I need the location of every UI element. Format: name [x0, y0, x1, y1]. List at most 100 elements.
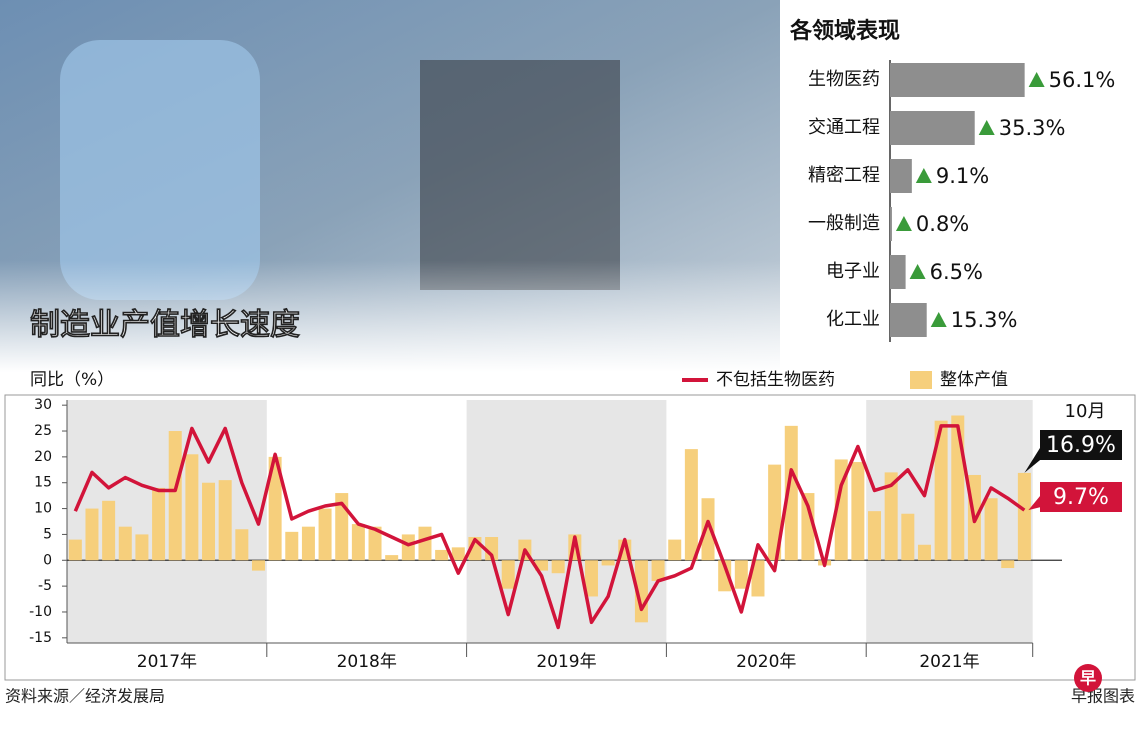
value-label: 35.3%: [999, 116, 1066, 140]
x-group-label: 2017年: [137, 652, 197, 672]
bar: [917, 544, 931, 561]
y-tick-label: 15: [34, 475, 52, 491]
y-tick-label: 5: [43, 526, 52, 542]
bar: [801, 493, 815, 561]
category-label: 电子业: [826, 261, 880, 282]
bar: [584, 560, 598, 597]
bar: [351, 524, 365, 561]
bar: [890, 159, 912, 193]
bar: [418, 526, 432, 561]
value-label: 15.3%: [951, 308, 1018, 332]
bar: [268, 456, 282, 561]
bar: [202, 482, 216, 561]
bar: [301, 526, 315, 561]
bar: [401, 534, 415, 561]
value-label: 56.1%: [1049, 68, 1116, 92]
up-arrow: [915, 168, 932, 183]
bar: [884, 472, 898, 561]
bar: [1001, 560, 1015, 569]
bar: [501, 560, 515, 589]
y-tick-label: 10: [34, 501, 52, 517]
value-label: 6.5%: [930, 260, 983, 284]
chart-title: 制造业产值增长速度: [30, 308, 300, 343]
bar: [368, 526, 382, 561]
bar: [890, 111, 975, 145]
bar: [601, 560, 615, 566]
bar: [851, 462, 865, 561]
end-label-box: [1040, 430, 1122, 460]
legend-label: 不包括生物医药: [716, 370, 835, 390]
end-label: 16.9%: [1046, 433, 1116, 458]
value-label: 0.8%: [916, 212, 969, 236]
bar: [168, 431, 182, 561]
category-label: 精密工程: [808, 165, 880, 186]
bar: [834, 459, 848, 561]
bar: [135, 534, 149, 561]
bar: [668, 539, 682, 561]
bar: [535, 560, 549, 571]
bar: [551, 560, 565, 574]
category-label: 生物医药: [808, 69, 880, 90]
bar: [890, 255, 906, 289]
bar: [102, 500, 116, 561]
category-label: 化工业: [826, 309, 880, 330]
bar: [684, 449, 698, 561]
end-pointer: [1024, 440, 1045, 473]
source: 资料来源／经济发展局: [5, 687, 165, 706]
bar: [734, 560, 748, 589]
bar: [152, 487, 166, 561]
bar: [285, 531, 299, 561]
bar: [751, 560, 765, 597]
y-axis-label: 同比（%）: [30, 370, 114, 390]
up-arrow: [895, 216, 912, 231]
x-group-label: 2020年: [736, 652, 796, 672]
bar: [85, 508, 99, 561]
line: [73, 424, 1026, 630]
bar: [651, 560, 665, 581]
bar: [451, 547, 465, 561]
bar: [890, 303, 927, 337]
bar: [868, 511, 882, 561]
up-arrow: [930, 312, 947, 327]
panel-title: 各领域表现: [789, 18, 900, 44]
bar: [318, 508, 332, 561]
bar: [435, 549, 449, 561]
x-group-label: 2019年: [536, 652, 596, 672]
photo-fade: [0, 0, 780, 372]
bar: [218, 480, 232, 561]
logo: 早: [1080, 669, 1096, 688]
bar: [984, 498, 998, 561]
bar: [890, 63, 1025, 97]
annotation: 10月: [1065, 401, 1106, 422]
chart-frame: [4, 394, 1136, 681]
bar: [185, 454, 199, 561]
bar: [1017, 472, 1031, 561]
logo-badge: [1074, 664, 1102, 692]
bar: [934, 420, 948, 561]
y-tick-label: -10: [29, 604, 52, 620]
y-tick-label: 0: [43, 552, 52, 568]
y-tick-label: 30: [34, 397, 52, 413]
legend-label: 整体产值: [940, 370, 1008, 390]
end-label: 9.7%: [1053, 485, 1109, 510]
y-tick-label: 20: [34, 449, 52, 465]
y-tick-label: 25: [34, 423, 52, 439]
y-tick-label: -15: [29, 630, 52, 646]
year-band: [466, 400, 667, 643]
bar: [251, 560, 265, 571]
y-tick-label: -5: [38, 578, 52, 594]
value-label: 9.1%: [936, 164, 989, 188]
bar: [951, 415, 965, 561]
bar: [901, 513, 915, 561]
up-arrow: [909, 264, 926, 279]
bar: [718, 560, 732, 592]
x-group-label: 2018年: [337, 652, 397, 672]
year-band: [67, 400, 267, 643]
end-label-box: [1040, 482, 1122, 512]
category-label: 交通工程: [808, 117, 880, 138]
bar: [68, 539, 82, 561]
bar: [118, 526, 132, 561]
bar: [890, 207, 892, 241]
